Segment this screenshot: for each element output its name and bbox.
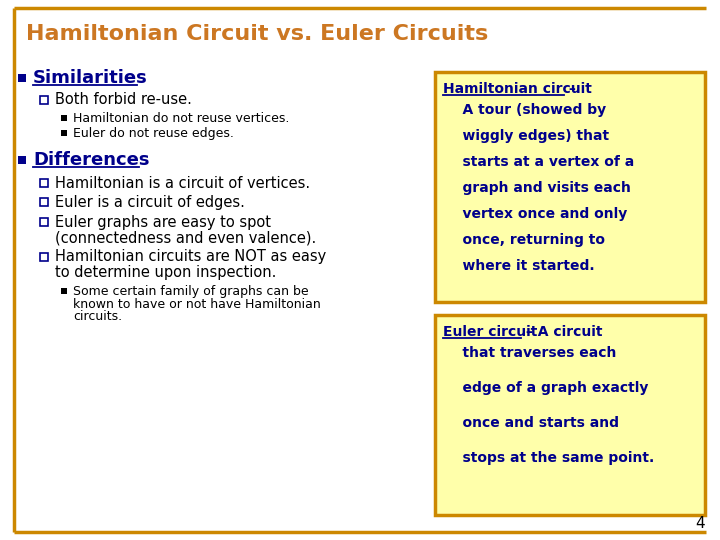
- Text: circuits.: circuits.: [73, 310, 122, 323]
- Text: Euler circuit: Euler circuit: [443, 325, 537, 339]
- Text: A tour (showed by: A tour (showed by: [443, 103, 606, 117]
- FancyBboxPatch shape: [40, 198, 48, 206]
- Text: once and starts and: once and starts and: [443, 416, 619, 430]
- Text: Some certain family of graphs can be: Some certain family of graphs can be: [73, 285, 309, 298]
- Text: Euler is a circuit of edges.: Euler is a circuit of edges.: [55, 194, 245, 210]
- Text: where it started.: where it started.: [443, 259, 595, 273]
- Text: Euler do not reuse edges.: Euler do not reuse edges.: [73, 126, 234, 139]
- Text: Similarities: Similarities: [33, 69, 148, 87]
- FancyBboxPatch shape: [40, 253, 48, 261]
- Text: to determine upon inspection.: to determine upon inspection.: [55, 266, 276, 280]
- Text: Hamiltonian circuits are NOT as easy: Hamiltonian circuits are NOT as easy: [55, 249, 326, 265]
- FancyBboxPatch shape: [61, 130, 67, 136]
- Text: once, returning to: once, returning to: [443, 233, 605, 247]
- Text: Both forbid re-use.: Both forbid re-use.: [55, 92, 192, 107]
- Text: Hamiltonian is a circuit of vertices.: Hamiltonian is a circuit of vertices.: [55, 176, 310, 191]
- FancyBboxPatch shape: [18, 156, 26, 164]
- FancyBboxPatch shape: [40, 96, 48, 104]
- Text: that traverses each: that traverses each: [443, 346, 616, 360]
- Text: (connectedness and even valence).: (connectedness and even valence).: [55, 231, 316, 246]
- Text: vertex once and only: vertex once and only: [443, 207, 627, 221]
- Text: Hamiltonian Circuit vs. Euler Circuits: Hamiltonian Circuit vs. Euler Circuits: [26, 24, 488, 44]
- FancyBboxPatch shape: [435, 72, 705, 302]
- Text: starts at a vertex of a: starts at a vertex of a: [443, 155, 634, 169]
- Text: Differences: Differences: [33, 151, 150, 169]
- FancyBboxPatch shape: [40, 179, 48, 187]
- Text: Hamiltonian circuit: Hamiltonian circuit: [443, 82, 592, 96]
- Text: known to have or not have Hamiltonian: known to have or not have Hamiltonian: [73, 298, 320, 310]
- Text: – A circuit: – A circuit: [521, 325, 603, 339]
- FancyBboxPatch shape: [61, 115, 67, 121]
- FancyBboxPatch shape: [61, 288, 67, 294]
- Text: graph and visits each: graph and visits each: [443, 181, 631, 195]
- Text: –: –: [564, 82, 576, 96]
- FancyBboxPatch shape: [435, 315, 705, 515]
- Text: Euler graphs are easy to spot: Euler graphs are easy to spot: [55, 214, 271, 230]
- Text: Hamiltonian do not reuse vertices.: Hamiltonian do not reuse vertices.: [73, 111, 289, 125]
- FancyBboxPatch shape: [18, 74, 26, 82]
- FancyBboxPatch shape: [40, 218, 48, 226]
- Text: wiggly edges) that: wiggly edges) that: [443, 129, 609, 143]
- Text: stops at the same point.: stops at the same point.: [443, 451, 654, 465]
- Text: 4: 4: [696, 516, 705, 531]
- Text: edge of a graph exactly: edge of a graph exactly: [443, 381, 649, 395]
